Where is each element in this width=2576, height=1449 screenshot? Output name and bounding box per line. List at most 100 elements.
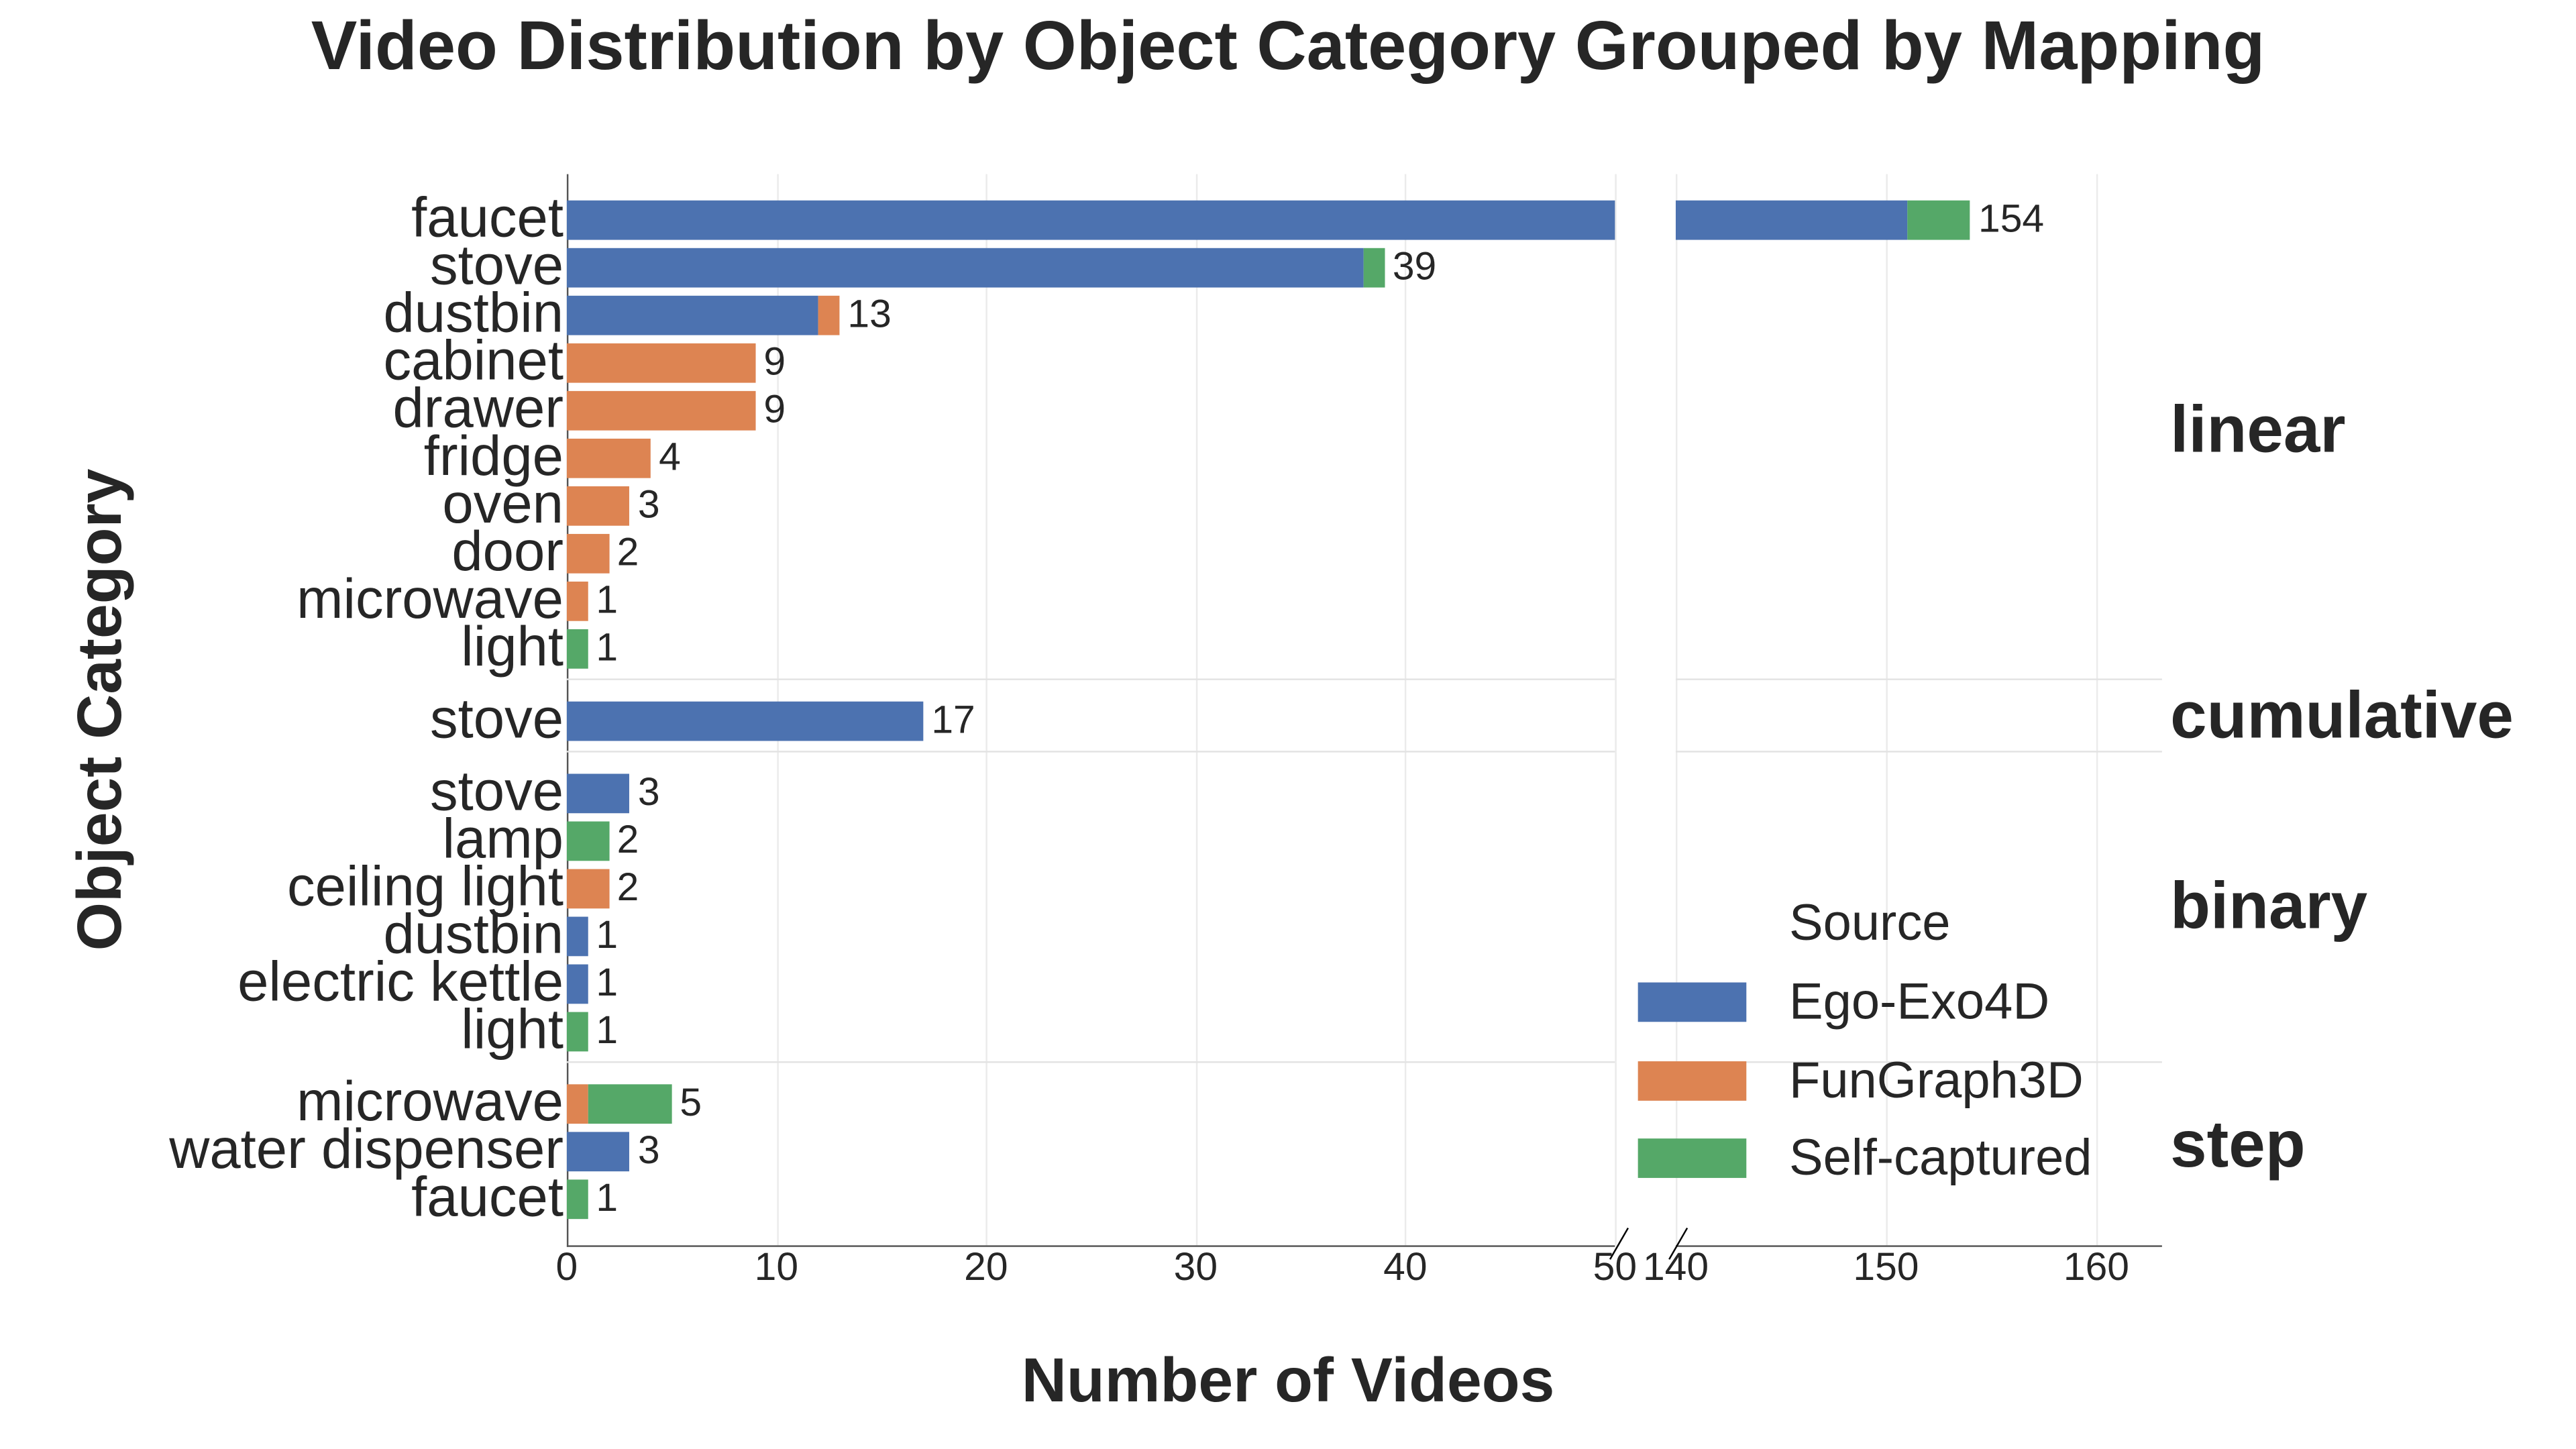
value-label: 4 [659, 435, 681, 480]
bar-segment-ego-exo4d [566, 773, 630, 814]
bar-segment-ego-exo4d [566, 295, 818, 335]
value-label: 9 [763, 339, 786, 385]
stacked-bar [0, 916, 2576, 957]
value-label: 3 [637, 483, 660, 528]
grid-line [1675, 174, 1678, 1246]
group-separator [1675, 749, 2162, 752]
bar-segment-fungraph3d [566, 390, 756, 431]
legend-swatch [1638, 982, 1747, 1022]
stacked-bar [0, 343, 2576, 383]
legend-swatch [1638, 1061, 1747, 1101]
x-tick-label: 40 [1383, 1245, 1428, 1290]
grid-line [1615, 174, 1617, 1246]
bar-segment-fungraph3d [566, 486, 630, 526]
x-tick-label: 50 [1593, 1245, 1638, 1290]
value-label: 1 [596, 961, 619, 1006]
bar-segment-ego-exo4d [566, 916, 588, 957]
stacked-bar [0, 773, 2576, 814]
x-tick-label: 140 [1642, 1245, 1709, 1290]
category-label: oven [442, 473, 564, 536]
bar-segment-fungraph3d [818, 295, 840, 335]
category-label: lamp [442, 808, 564, 871]
x-tick-label: 10 [754, 1245, 799, 1290]
bar-segment-fungraph3d [566, 533, 609, 574]
value-label: 3 [637, 1128, 660, 1173]
category-label: stove [429, 235, 564, 298]
category-label: faucet [411, 1166, 564, 1229]
category-label: microwave [297, 1071, 564, 1134]
stacked-bar [0, 581, 2576, 621]
x-tick-label: 20 [964, 1245, 1008, 1290]
value-label: 1 [596, 1176, 619, 1221]
bar-segment-self-captured [588, 1084, 672, 1124]
bar-segment-ego-exo4d [566, 248, 1364, 288]
category-label: door [451, 521, 564, 584]
category-label: dustbin [383, 282, 564, 345]
group-separator [566, 678, 1615, 680]
value-label: 1 [596, 913, 619, 958]
bar-segment-self-captured [566, 821, 609, 861]
group-separator [566, 749, 1615, 752]
bar-segment-fungraph3d [566, 581, 588, 621]
group-label-cumulative: cumulative [2170, 680, 2514, 753]
bar-segment-self-captured [566, 629, 588, 669]
stacked-bar [0, 200, 2576, 240]
bar-segment-self-captured [566, 1012, 588, 1052]
value-label: 13 [847, 292, 892, 337]
group-separator [1675, 678, 2162, 680]
stacked-bar [0, 629, 2576, 669]
group-label-linear: linear [2170, 394, 2346, 467]
chart-title: Video Distribution by Object Category Gr… [311, 6, 2265, 84]
bar-segment-ego-exo4d [566, 701, 924, 741]
stacked-bar [0, 1179, 2576, 1220]
value-label: 1 [596, 578, 619, 623]
x-tick-label: 160 [2063, 1245, 2129, 1290]
bar-segment-ego-exo4d [566, 200, 1615, 240]
value-label: 39 [1392, 244, 1437, 290]
value-label: 17 [931, 698, 975, 743]
stacked-bar [0, 821, 2576, 861]
value-label: 3 [637, 770, 660, 815]
category-label: water dispenser [169, 1118, 564, 1181]
grid-line [985, 174, 988, 1246]
stacked-bar [0, 701, 2576, 741]
x-tick-label: 30 [1173, 1245, 1218, 1290]
legend-label: FunGraph3D [1788, 1051, 2084, 1110]
value-label: 9 [763, 387, 786, 433]
legend-label: Self-captured [1788, 1128, 2092, 1187]
category-label: stove [429, 688, 564, 751]
bar-segment-fungraph3d [566, 869, 609, 909]
category-label: stove [429, 760, 564, 823]
legend-swatch [1638, 1138, 1747, 1178]
stacked-bar [0, 390, 2576, 431]
group-separator [566, 1060, 1615, 1063]
bar-segment-fungraph3d [566, 438, 651, 478]
value-label: 2 [616, 531, 639, 576]
x-tick-label: 150 [1853, 1245, 1919, 1290]
legend-label: Ego-Exo4D [1788, 972, 2050, 1030]
stacked-bar [0, 869, 2576, 909]
stacked-bar [0, 486, 2576, 526]
bar-segment-ego-exo4d [1675, 200, 1907, 240]
x-tick-label: 0 [555, 1245, 578, 1290]
category-label: faucet [411, 187, 564, 250]
group-label-step: step [2170, 1109, 2306, 1181]
category-label: light [461, 998, 564, 1062]
legend-title: Source [1788, 894, 1951, 951]
category-label: electric kettle [237, 951, 564, 1014]
bar-segment-self-captured [1363, 248, 1385, 288]
value-label: 2 [616, 818, 639, 863]
value-label: 1 [596, 1008, 619, 1053]
stacked-bar [0, 1012, 2576, 1052]
category-label: drawer [392, 378, 564, 441]
category-label: cabinet [383, 330, 564, 393]
bar-segment-fungraph3d [566, 343, 756, 383]
bar-segment-ego-exo4d [566, 964, 588, 1004]
stacked-bar [0, 295, 2576, 335]
value-label: 5 [680, 1081, 702, 1126]
grid-line [1195, 174, 1197, 1246]
bar-segment-fungraph3d [566, 1084, 588, 1124]
group-label-binary: binary [2170, 870, 2368, 943]
stacked-bar [0, 248, 2576, 288]
